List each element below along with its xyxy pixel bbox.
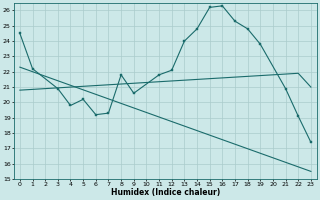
X-axis label: Humidex (Indice chaleur): Humidex (Indice chaleur): [111, 188, 220, 197]
